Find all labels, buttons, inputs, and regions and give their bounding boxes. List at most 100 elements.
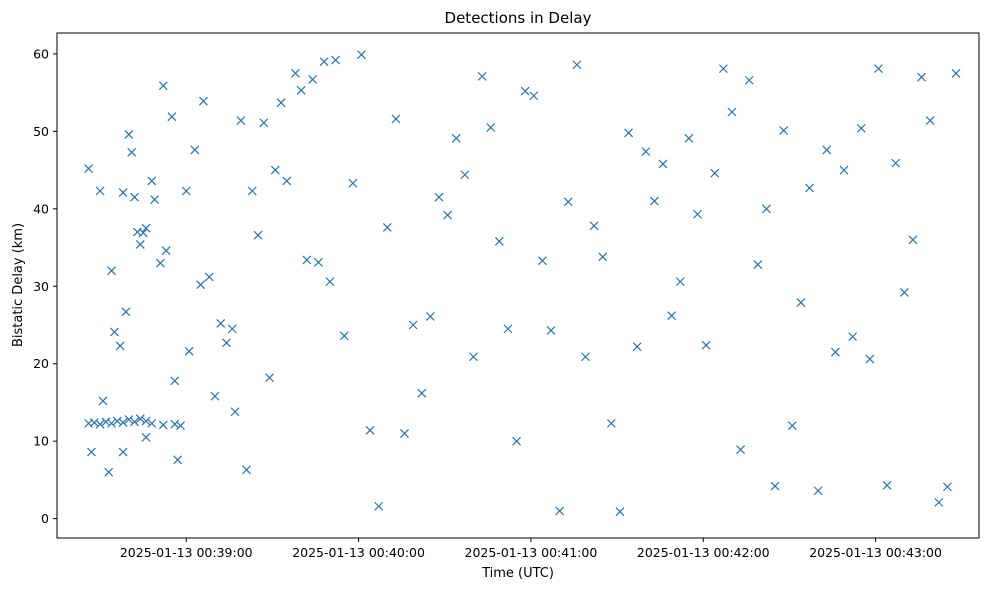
data-point	[650, 196, 659, 206]
data-points	[84, 50, 961, 517]
data-point	[135, 414, 145, 424]
data-point	[537, 256, 547, 266]
y-tick-label: 0	[41, 511, 49, 526]
data-point	[469, 352, 478, 362]
y-tick-label: 20	[33, 356, 49, 371]
data-point	[503, 324, 513, 334]
data-point	[744, 75, 754, 85]
data-point	[727, 107, 737, 117]
data-point	[141, 432, 151, 442]
y-tick-label: 30	[33, 279, 49, 294]
data-point	[89, 418, 99, 428]
data-point	[199, 96, 208, 106]
data-point	[290, 68, 300, 78]
x-tick-label: 2025-01-13 00:43:00	[809, 545, 942, 560]
data-point	[181, 186, 191, 196]
data-point	[443, 210, 453, 220]
data-point	[581, 352, 590, 362]
data-point	[451, 133, 461, 143]
data-point	[839, 165, 849, 175]
data-point	[173, 455, 183, 465]
data-point	[141, 416, 151, 426]
data-point	[770, 481, 780, 491]
data-point	[147, 176, 157, 186]
data-point	[934, 497, 944, 507]
data-point	[348, 178, 358, 188]
data-point	[822, 145, 832, 155]
data-point	[236, 116, 246, 125]
data-point	[736, 445, 746, 455]
data-point	[779, 126, 789, 136]
data-point	[95, 186, 105, 196]
data-point	[112, 416, 122, 426]
data-point	[190, 145, 200, 155]
data-point	[624, 128, 634, 138]
data-point	[196, 280, 206, 290]
data-point	[667, 311, 677, 321]
data-point	[434, 192, 444, 202]
data-point	[908, 235, 918, 245]
chart-title: Detections in Delay	[445, 9, 592, 27]
data-point	[222, 338, 231, 348]
data-point	[155, 258, 165, 268]
data-point	[150, 195, 160, 204]
data-point	[302, 255, 312, 265]
data-point	[365, 425, 375, 435]
data-point	[400, 429, 409, 438]
data-point	[658, 159, 668, 169]
data-point	[118, 418, 128, 428]
data-point	[417, 388, 427, 398]
y-axis-ticks: 0 10 20 30 40 50 60	[33, 46, 57, 526]
data-point	[135, 240, 145, 249]
data-point	[520, 86, 530, 96]
x-axis-label: Time (UTC)	[481, 566, 554, 581]
data-point	[942, 482, 952, 492]
data-point	[632, 342, 642, 352]
data-point	[615, 507, 625, 517]
data-point	[477, 71, 487, 81]
data-point	[161, 246, 171, 256]
data-point	[494, 236, 504, 246]
data-point	[296, 85, 306, 95]
data-point	[170, 376, 180, 386]
data-point	[762, 204, 771, 214]
data-point	[230, 407, 240, 417]
data-point	[141, 223, 151, 233]
data-point	[718, 64, 728, 74]
data-point	[339, 331, 349, 341]
data-point	[374, 501, 384, 511]
data-point	[184, 346, 194, 356]
data-point	[242, 465, 251, 475]
data-point	[848, 332, 858, 342]
y-tick-label: 60	[33, 46, 49, 61]
data-point	[104, 467, 114, 477]
data-point	[118, 188, 128, 197]
data-point	[204, 272, 214, 282]
data-point	[210, 391, 220, 401]
data-point	[882, 480, 892, 490]
data-point	[95, 419, 105, 429]
data-point	[796, 298, 806, 307]
data-point	[753, 260, 763, 270]
data-point	[813, 486, 823, 496]
data-point	[598, 252, 608, 262]
data-point	[675, 277, 685, 287]
data-point	[710, 168, 720, 178]
data-point	[270, 165, 280, 175]
data-point	[124, 415, 134, 424]
data-point	[546, 325, 556, 335]
data-point	[529, 91, 539, 101]
data-point	[253, 230, 263, 240]
x-tick-label: 2025-01-13 00:39:00	[120, 545, 253, 560]
y-tick-label: 10	[33, 434, 49, 449]
data-point	[130, 192, 139, 202]
y-tick-label: 50	[33, 124, 49, 139]
x-tick-label: 2025-01-13 00:41:00	[465, 545, 598, 560]
data-point	[87, 447, 96, 457]
data-point	[805, 183, 814, 193]
data-point	[925, 116, 935, 125]
y-tick-label: 40	[33, 201, 49, 216]
x-tick-label: 2025-01-13 00:40:00	[292, 545, 425, 560]
y-axis-label: Bistatic Delay (km)	[11, 223, 26, 347]
